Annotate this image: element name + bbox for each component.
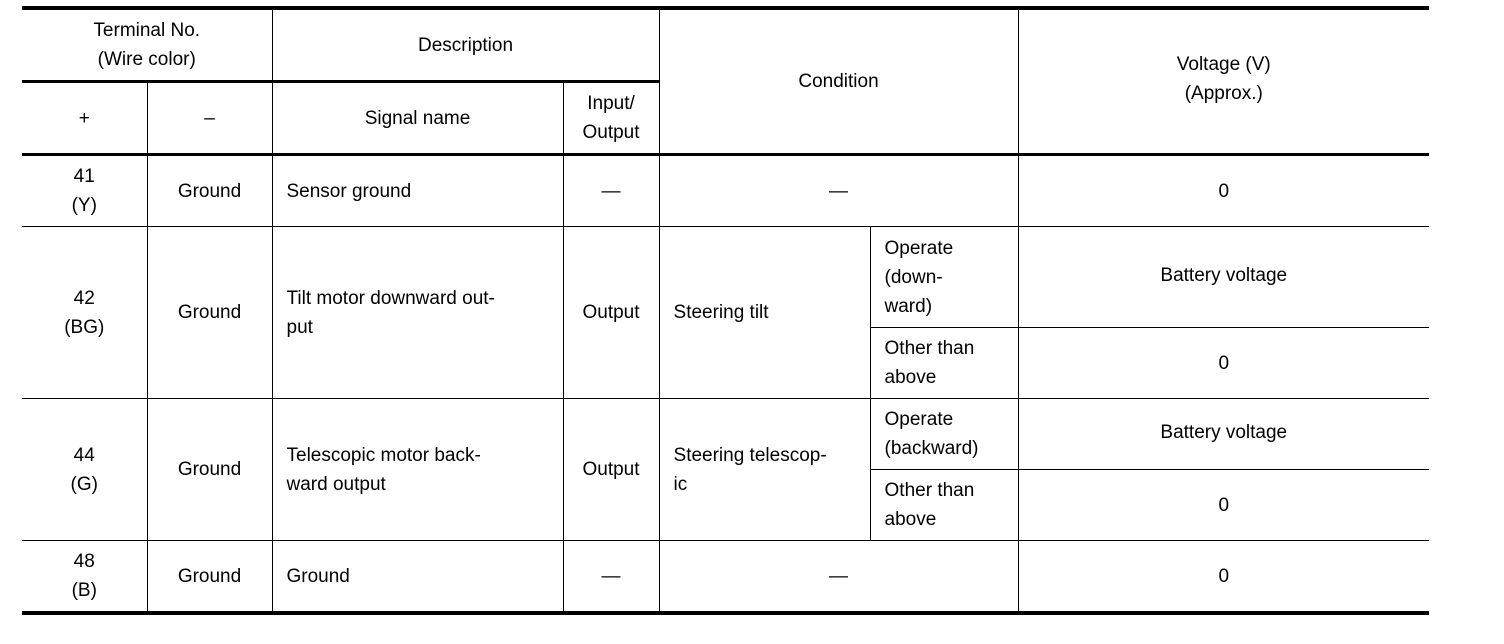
- table-cell: Ground: [146, 226, 273, 399]
- table-cell: 44 (G): [22, 398, 148, 541]
- table-cell: —: [562, 540, 660, 614]
- table-row: 44 (G) Ground Telescopic motor back-ward …: [22, 398, 1430, 541]
- table-cell: Sensor ground: [271, 153, 564, 227]
- table-cell: Operate (backward): [869, 398, 1019, 470]
- cell-text-line: ward output: [286, 473, 386, 495]
- cell-text-line: Other than: [884, 480, 975, 501]
- table-cell: Steering tilt: [658, 226, 871, 399]
- table-row: 41 (Y) Ground Sensor ground — — 0: [22, 153, 1430, 227]
- table-cell: Battery voltage: [1017, 226, 1430, 328]
- table-cell: Other than above: [870, 327, 1019, 399]
- cell-text-line: 48: [73, 551, 95, 572]
- cell-text-line: (G): [70, 473, 98, 495]
- cell-text-line: Terminal No.: [93, 20, 201, 41]
- table-cell: Output: [562, 398, 660, 541]
- cell-text-line: Output: [582, 122, 640, 143]
- table-cell: 0: [1017, 469, 1430, 541]
- cell-text-line: above: [884, 509, 937, 530]
- cell-text-line: (Wire color): [97, 49, 196, 70]
- table-cell: 0: [1017, 327, 1430, 399]
- header-io: Input/Output: [562, 81, 660, 155]
- table-cell: 0: [1017, 153, 1430, 227]
- table-cell: Other than above: [870, 469, 1019, 541]
- cell-text-line: (Y): [71, 195, 97, 216]
- cell-text-line: Input/: [587, 93, 635, 114]
- cell-text-line: (down-: [884, 266, 943, 288]
- cell-text-line: (backward): [884, 438, 979, 459]
- table-cell: 41 (Y): [22, 153, 148, 227]
- cell-text-line: 44: [73, 444, 95, 466]
- cell-text-line: (Approx.): [1184, 83, 1263, 104]
- cell-text-line: Operate: [884, 237, 954, 259]
- cell-text-line: Telescopic motor back-: [286, 444, 481, 466]
- cell-text-line: (BG): [64, 316, 105, 338]
- table-cell: Ground: [146, 540, 273, 614]
- cell-text-line: (B): [71, 580, 97, 601]
- header-description: Description: [271, 7, 660, 83]
- table-cell: Ground: [146, 398, 273, 541]
- table-cell: Telescopic motor back-ward output: [271, 398, 564, 541]
- table-cell: Tilt motor downward out-put: [271, 226, 564, 399]
- header-minus: –: [146, 81, 273, 155]
- cell-text-line: 42: [73, 287, 95, 309]
- terminal-table: Terminal No. (Wire color) Description Con…: [22, 6, 1430, 615]
- table-cell: Ground: [271, 540, 564, 614]
- table-cell: Steering telescop-ic: [658, 398, 871, 541]
- table-cell: —: [562, 153, 660, 227]
- cell-text-line: ic: [673, 473, 688, 495]
- cell-text-line: ward): [884, 295, 933, 317]
- table-cell: —: [658, 540, 1019, 614]
- table-cell: —: [658, 153, 1019, 227]
- table-row: 42 (BG) Ground Tilt motor downward out-pu…: [22, 226, 1430, 399]
- table-cell: Output: [562, 226, 660, 399]
- cell-text-line: Other than: [884, 338, 975, 359]
- cell-text-line: put: [286, 316, 313, 338]
- cell-text-line: Steering telescop-: [673, 444, 827, 466]
- header-plus: +: [22, 81, 148, 155]
- cell-text-line: above: [884, 367, 937, 388]
- header-terminal: Terminal No. (Wire color): [22, 7, 273, 83]
- table-cell: 42 (BG): [22, 226, 148, 399]
- header-condition: Condition: [658, 7, 1019, 155]
- cell-text-line: Operate: [884, 409, 954, 430]
- cell-text-line: Tilt motor downward out-: [286, 287, 495, 309]
- cell-text-line: Voltage (V): [1176, 54, 1271, 75]
- table-row: 48 (B) Ground Ground — — 0: [22, 540, 1430, 614]
- table-cell: 48 (B): [22, 540, 148, 614]
- cell-text-line: 41: [73, 166, 95, 187]
- table-cell: Battery voltage: [1017, 398, 1430, 470]
- header-signal-name: Signal name: [271, 81, 564, 155]
- table-cell: Operate (down-ward): [869, 226, 1019, 328]
- table-cell: Ground: [146, 153, 273, 227]
- table-cell: 0: [1017, 540, 1430, 614]
- header-voltage: Voltage (V) (Approx.): [1017, 7, 1430, 155]
